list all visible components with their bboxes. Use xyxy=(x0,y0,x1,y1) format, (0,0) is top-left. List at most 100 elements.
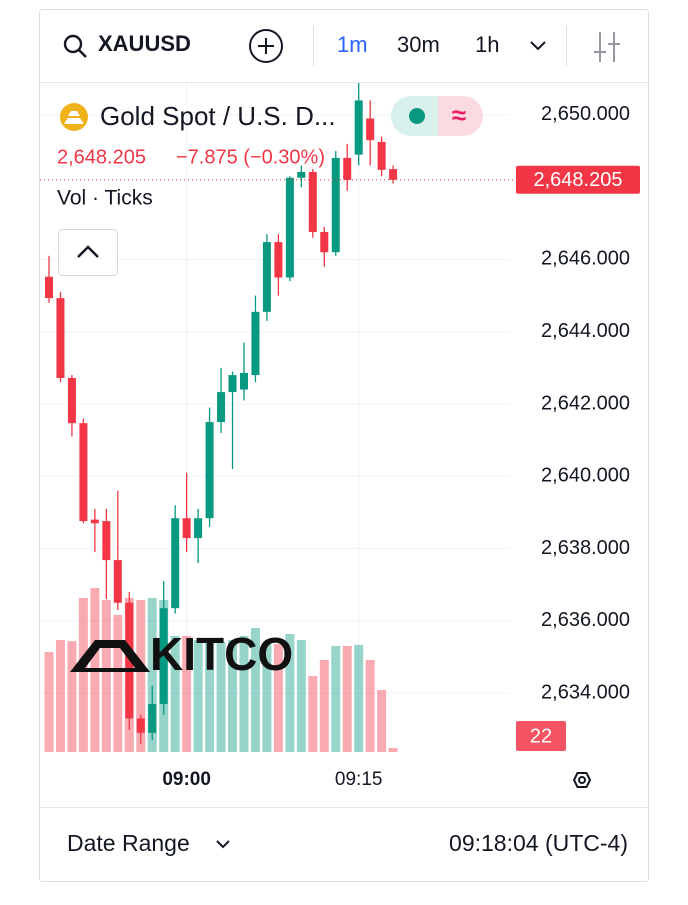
volume-bar xyxy=(44,652,54,752)
candle-body xyxy=(251,311,260,376)
candle-body xyxy=(159,608,168,704)
candle-body xyxy=(239,372,248,390)
candle-body xyxy=(377,141,386,170)
candle-body xyxy=(228,375,237,393)
candle-body xyxy=(113,560,122,603)
collapse-chevron xyxy=(77,245,99,258)
candle-body xyxy=(320,231,329,253)
candle-body xyxy=(354,100,363,155)
volume-title: Vol · Ticks xyxy=(57,187,153,210)
last-price-label: 2,648.205 xyxy=(534,169,623,191)
candle-body xyxy=(148,703,157,733)
volume-bar xyxy=(170,636,180,752)
gold-icon xyxy=(60,103,88,131)
candle-body xyxy=(67,377,76,424)
watermark: KITCO xyxy=(150,628,293,680)
volume-bar xyxy=(101,600,111,752)
legend-change: −7.875 (−0.30%) xyxy=(176,146,325,168)
date-range[interactable]: Date Range xyxy=(67,830,190,856)
volume-bar xyxy=(319,660,329,752)
volume-box xyxy=(516,721,566,751)
y-tick-label: 2,644.000 xyxy=(541,320,630,342)
candle-body xyxy=(56,298,65,378)
candle-body xyxy=(274,242,283,278)
y-tick-label: 2,650.000 xyxy=(541,103,630,125)
candle-body xyxy=(45,276,53,299)
candle-body xyxy=(217,392,226,423)
compare-button[interactable] xyxy=(249,29,283,63)
candle-body xyxy=(171,518,180,609)
x-tick-label: 09:00 xyxy=(162,769,211,790)
volume-bar xyxy=(377,690,387,752)
y-tick-label: 2,638.000 xyxy=(541,537,630,559)
volume-bar xyxy=(216,642,226,752)
volume-bar xyxy=(67,641,77,752)
volume-bar xyxy=(365,660,375,752)
market-open-dot xyxy=(409,108,425,124)
candle-body xyxy=(297,171,306,178)
candle-body xyxy=(90,519,99,524)
delayed-icon: ≈ xyxy=(452,100,466,130)
volume-bar xyxy=(136,600,146,752)
kitco-logo: KITCO xyxy=(70,628,293,680)
volume-bar xyxy=(113,614,123,752)
search-icon[interactable] xyxy=(63,34,87,58)
candle-body xyxy=(262,242,271,312)
volume-bar xyxy=(182,636,192,752)
volume-bar xyxy=(55,640,65,752)
last-price-box xyxy=(516,165,640,194)
clock: 09:18:04 (UTC-4) xyxy=(449,830,628,856)
collapse-button[interactable] xyxy=(58,229,118,276)
volume-bar xyxy=(239,636,249,752)
volume-bar xyxy=(250,628,260,752)
y-tick-label: 2,634.000 xyxy=(541,681,630,703)
gold-bars xyxy=(64,111,84,124)
candle-body xyxy=(343,157,352,180)
candle-body xyxy=(285,177,294,278)
volume-bar xyxy=(273,644,283,752)
candle-body xyxy=(79,423,88,522)
y-tick-label: 2,642.000 xyxy=(541,392,630,414)
volume-bar xyxy=(342,646,352,752)
interval-dropdown[interactable] xyxy=(530,41,546,51)
volume-bar xyxy=(354,644,364,752)
volume-bar xyxy=(388,748,398,752)
symbol[interactable]: XAUUSD xyxy=(98,31,191,56)
candle-body xyxy=(366,118,375,141)
volume-bar xyxy=(262,644,272,752)
volume-bar xyxy=(296,640,306,752)
candle-body xyxy=(205,422,214,519)
interval[interactable]: 30m xyxy=(397,32,440,57)
date-range-dropdown[interactable] xyxy=(216,840,230,849)
y-tick-label: 2,636.000 xyxy=(541,609,630,631)
volume-bar xyxy=(228,640,238,752)
indicators-icon[interactable] xyxy=(594,32,620,62)
candle-body xyxy=(182,518,191,539)
legend-price: 2,648.205 xyxy=(57,146,146,168)
candle-body xyxy=(331,157,340,253)
y-tick-label: 2,646.000 xyxy=(541,248,630,270)
status-pill-right xyxy=(438,96,483,136)
volume-bar xyxy=(205,638,215,752)
volume-bar xyxy=(285,634,295,752)
volume-bar xyxy=(308,676,318,752)
frame xyxy=(39,9,649,882)
instrument-name: Gold Spot / U.S. D... xyxy=(100,101,336,131)
candle-body xyxy=(102,521,111,561)
volume-bar xyxy=(193,640,203,752)
candle-body xyxy=(308,171,317,232)
y-tick-label: 2,640.000 xyxy=(541,465,630,487)
interval[interactable]: 1h xyxy=(475,32,499,57)
interval[interactable]: 1m xyxy=(337,32,368,57)
volume-bar xyxy=(331,646,341,752)
x-tick-label: 09:15 xyxy=(335,769,383,790)
volume-label: 22 xyxy=(530,725,552,747)
volume-bar xyxy=(147,598,157,752)
settings-icon[interactable] xyxy=(572,772,592,788)
candle-body xyxy=(389,169,398,180)
candle-body xyxy=(136,718,145,733)
candle-body xyxy=(125,602,134,719)
candle-body xyxy=(194,518,203,539)
